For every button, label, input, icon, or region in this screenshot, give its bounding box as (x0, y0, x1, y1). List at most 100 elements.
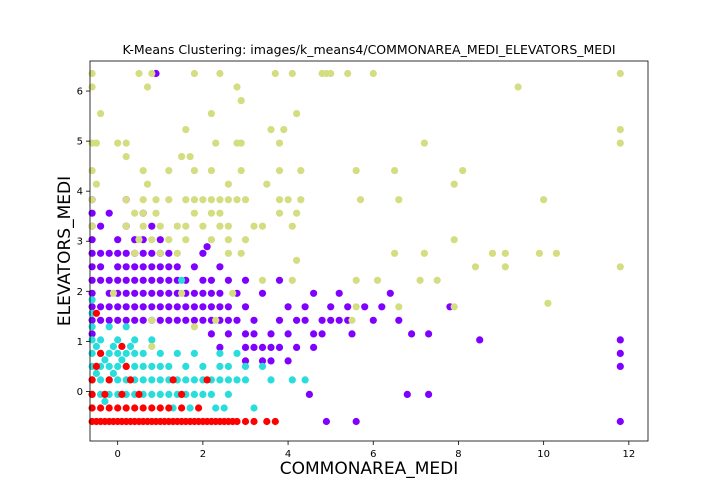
scatter-point-cluster-0 (275, 343, 284, 351)
scatter-point-cluster-2 (216, 69, 224, 78)
scatter-point-cluster-0 (403, 390, 411, 398)
scatter-point-cluster-3 (148, 404, 156, 412)
scatter-point-cluster-0 (156, 289, 164, 297)
scatter-point-cluster-1 (131, 336, 139, 344)
scatter-point-cluster-1 (101, 356, 109, 364)
scatter-point-cluster-2 (271, 69, 279, 78)
scatter-point-cluster-2 (352, 303, 360, 311)
scatter-point-cluster-2 (450, 303, 458, 311)
scatter-point-cluster-0 (241, 330, 250, 338)
scatter-point-cluster-1 (148, 336, 156, 344)
scatter-point-cluster-0 (616, 336, 624, 344)
scatter-point-cluster-3 (88, 404, 96, 412)
scatter-point-cluster-2 (275, 167, 284, 175)
scatter-point-cluster-2 (237, 249, 245, 257)
scatter-point-cluster-2 (122, 222, 130, 230)
scatter-point-cluster-1 (241, 376, 250, 384)
scatter-point-cluster-2 (267, 126, 275, 134)
scatter-point-cluster-2 (131, 249, 139, 257)
scatter-point-cluster-0 (114, 249, 122, 257)
scatter-point-cluster-3 (126, 376, 135, 384)
scatter-point-cluster-0 (165, 303, 173, 311)
scatter-point-cluster-2 (207, 196, 215, 204)
scatter-point-cluster-0 (122, 289, 130, 297)
chart-title: K-Means Clustering: images/k_means4/COMM… (122, 42, 615, 57)
scatter-point-cluster-2 (229, 289, 237, 297)
scatter-point-cluster-0 (293, 343, 301, 351)
scatter-point-cluster-0 (156, 276, 164, 284)
scatter-point-cluster-2 (616, 69, 624, 78)
scatter-point-cluster-2 (88, 167, 96, 175)
scatter-point-cluster-0 (165, 316, 173, 324)
scatter-point-cluster-0 (327, 316, 335, 324)
scatter-point-cluster-0 (156, 303, 164, 311)
x-axis-label: COMMONAREA_MEDI (280, 459, 459, 479)
x-tick-label: 2 (200, 449, 206, 460)
scatter-point-cluster-2 (152, 209, 160, 217)
scatter-point-cluster-2 (207, 110, 215, 118)
scatter-point-cluster-0 (318, 330, 326, 338)
scatter-point-cluster-0 (131, 263, 139, 271)
scatter-point-cluster-3 (233, 417, 241, 426)
scatter-point-cluster-3 (135, 390, 143, 398)
scatter-point-cluster-0 (344, 303, 352, 311)
scatter-point-cluster-0 (139, 303, 147, 311)
scatter-point-cluster-1 (114, 349, 122, 357)
scatter-point-cluster-2 (420, 139, 428, 147)
scatter-point-cluster-1 (139, 362, 147, 370)
scatter-point-cluster-0 (224, 276, 232, 284)
scatter-point-cluster-1 (105, 323, 113, 331)
y-axis: 0 1 2 3 4 5 6 (77, 87, 90, 398)
scatter-point-cluster-2 (471, 263, 480, 271)
scatter-point-cluster-0 (131, 276, 139, 284)
scatter-point-cluster-2 (263, 180, 271, 188)
scatter-point-cluster-2 (165, 236, 173, 244)
plot-points (88, 69, 624, 426)
scatter-point-cluster-2 (139, 209, 147, 217)
scatter-point-cluster-2 (616, 263, 624, 271)
scatter-point-cluster-0 (148, 276, 156, 284)
scatter-point-cluster-2 (165, 167, 173, 175)
scatter-point-cluster-2 (293, 256, 301, 264)
scatter-point-cluster-1 (156, 376, 164, 384)
scatter-point-cluster-1 (301, 376, 309, 384)
scatter-point-cluster-0 (165, 263, 173, 271)
scatter-point-cluster-2 (156, 222, 164, 230)
scatter-point-cluster-0 (165, 276, 173, 284)
x-tick-label: 0 (114, 449, 120, 460)
scatter-point-cluster-0 (425, 330, 433, 338)
scatter-point-cluster-2 (373, 276, 382, 284)
scatter-point-cluster-0 (203, 243, 211, 251)
scatter-point-cluster-1 (114, 362, 122, 370)
scatter-point-cluster-0 (122, 303, 130, 311)
scatter-point-cluster-3 (131, 404, 139, 412)
scatter-point-cluster-2 (224, 196, 232, 204)
scatter-point-cluster-3 (156, 404, 164, 412)
scatter-point-cluster-2 (450, 180, 458, 188)
scatter-point-cluster-2 (352, 167, 360, 175)
scatter-point-cluster-2 (190, 196, 198, 204)
scatter-point-cluster-0 (105, 249, 113, 257)
scatter-point-cluster-1 (216, 362, 224, 370)
scatter-point-cluster-1 (216, 349, 224, 357)
scatter-point-cluster-1 (207, 390, 215, 398)
scatter-point-cluster-2 (178, 153, 186, 161)
scatter-point-cluster-0 (301, 303, 309, 311)
scatter-point-cluster-2 (182, 196, 190, 204)
scatter-point-cluster-2 (92, 180, 100, 188)
scatter-point-cluster-2 (148, 342, 156, 350)
scatter-point-cluster-3 (178, 390, 186, 398)
scatter-point-cluster-0 (173, 303, 181, 311)
scatter-point-cluster-2 (190, 209, 198, 217)
scatter-point-cluster-1 (156, 349, 164, 357)
scatter-point-cluster-2 (224, 249, 232, 257)
scatter-point-cluster-1 (88, 336, 96, 344)
scatter-point-cluster-0 (139, 276, 147, 284)
scatter-point-cluster-0 (114, 276, 122, 284)
scatter-point-cluster-2 (190, 167, 198, 175)
scatter-point-cluster-3 (105, 404, 113, 412)
scatter-point-cluster-0 (616, 349, 624, 357)
scatter-point-cluster-0 (105, 316, 113, 324)
scatter-point-cluster-2 (356, 196, 365, 204)
scatter-point-cluster-0 (173, 316, 181, 324)
